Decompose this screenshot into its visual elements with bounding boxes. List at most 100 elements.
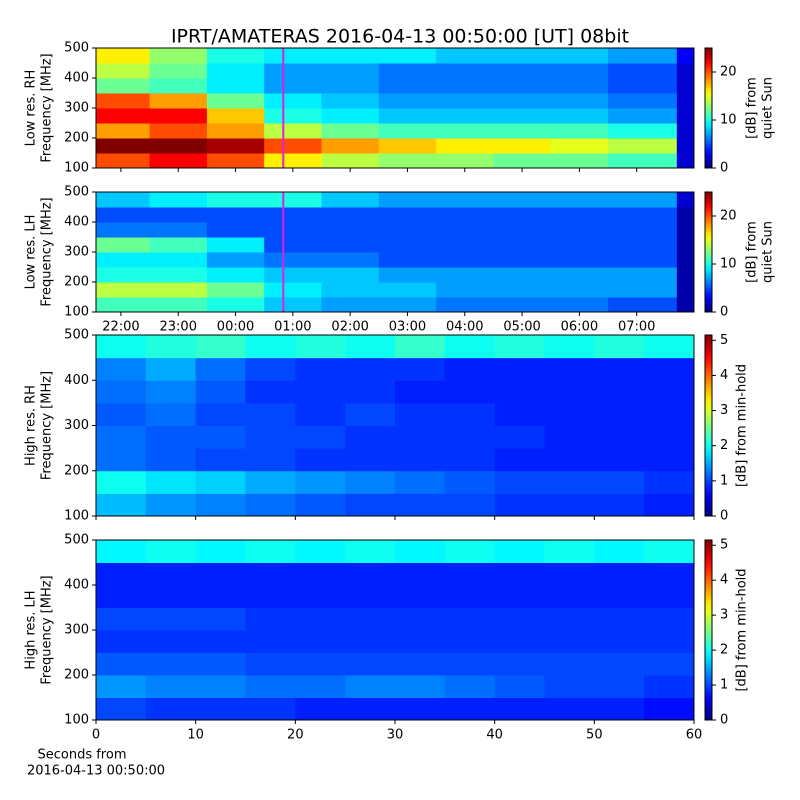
heatmap-cell: [245, 380, 296, 404]
heatmap-cell: [676, 192, 695, 208]
heatmap-cell: [96, 153, 151, 169]
colorbar-tick-label: 1: [720, 473, 728, 488]
heatmap-cell: [493, 237, 552, 253]
heatmap-cell: [395, 470, 446, 494]
heatmap-cell: [264, 93, 323, 109]
heatmap-cell: [676, 207, 695, 223]
heatmap-cell: [494, 448, 545, 472]
heatmap-cell: [149, 63, 208, 79]
heatmap-cell: [264, 297, 323, 313]
heatmap-cell: [544, 335, 595, 359]
heatmap-cell: [676, 237, 695, 253]
heatmap-cell: [145, 540, 197, 563]
heatmap-cell: [494, 697, 545, 721]
heatmap-cell: [264, 153, 323, 169]
heatmap-cell: [550, 282, 609, 298]
heatmap-cell: [644, 697, 695, 721]
heatmap-cell: [395, 630, 446, 653]
heatmap-cell: [345, 493, 396, 517]
colorbar-tick-label: 3: [720, 608, 728, 623]
heatmap-cell: [395, 675, 446, 698]
colorbar: [704, 191, 713, 313]
y-tick-label: 200: [64, 668, 89, 683]
y-tick-label: 200: [64, 275, 89, 290]
heatmap-cell: [245, 470, 296, 494]
heatmap-cell: [444, 562, 496, 586]
y-tick-label: 400: [64, 215, 89, 230]
heatmap-cell: [594, 448, 645, 472]
heatmap-cell: [444, 540, 496, 563]
heatmap-cell: [594, 607, 645, 631]
heatmap-cell: [245, 585, 296, 608]
heatmap-cell: [594, 380, 645, 404]
heatmap-cell: [145, 380, 197, 404]
heatmap-cell: [345, 380, 396, 404]
heatmap-cell: [149, 48, 208, 64]
heatmap-cell: [395, 585, 446, 608]
heatmap-cell: [206, 192, 265, 208]
heatmap-cell: [295, 425, 346, 449]
x-tick-label: 03:00: [389, 320, 426, 335]
heatmap-cell: [295, 335, 346, 359]
x-tick-label: 02:00: [331, 320, 368, 335]
heatmap-cell: [395, 607, 446, 631]
heatmap-cell: [245, 335, 296, 359]
heatmap-cell: [345, 607, 396, 631]
heatmap-cell: [96, 63, 151, 79]
heatmap-cell: [444, 630, 496, 653]
heatmap-cell: [96, 252, 151, 268]
colorbar-tick-label: 20: [720, 209, 737, 224]
y-axis-label: Frequency [MHz]: [40, 53, 55, 162]
heatmap-cell: [321, 222, 380, 238]
heatmap-cell: [206, 282, 265, 298]
heatmap-cell: [494, 585, 545, 608]
colorbar-tick-label: 20: [720, 65, 737, 80]
heatmap-cell: [195, 652, 246, 676]
heatmap-cell: [345, 562, 396, 586]
heatmap-cell: [550, 63, 609, 79]
heatmap-cell: [96, 267, 151, 283]
heatmap-cell: [264, 252, 323, 268]
heatmap-cell: [96, 282, 151, 298]
heatmap-cell: [644, 448, 695, 472]
heatmap-cell: [295, 630, 346, 653]
heatmap-cell: [96, 335, 147, 359]
heatmap-cell: [644, 380, 695, 404]
heatmap-cell: [195, 675, 246, 698]
heatmap-cell: [195, 607, 246, 631]
heatmap-cell: [195, 402, 246, 426]
heatmap-cell: [145, 607, 197, 631]
heatmap-cell: [444, 675, 496, 698]
heatmap-cell: [145, 585, 197, 608]
heatmap-cell: [345, 652, 396, 676]
heatmap-cell: [493, 207, 552, 223]
heatmap-cell: [444, 493, 496, 517]
heatmap-cell: [378, 78, 437, 94]
heatmap-cell: [436, 297, 494, 313]
heatmap-cell: [608, 48, 678, 64]
heatmap-cell: [96, 123, 151, 139]
heatmap-cell: [594, 540, 645, 563]
heatmap-cell: [378, 192, 437, 208]
y-axis-label: Low res. RH: [24, 70, 39, 147]
heatmap-cell: [544, 402, 595, 426]
heatmap-cell: [494, 675, 545, 698]
heatmap-cell: [145, 652, 197, 676]
heatmap-cell: [345, 470, 396, 494]
heatmap-cell: [96, 138, 151, 154]
colorbar-label: [dB] from min-hold: [735, 364, 750, 487]
heatmap-cell: [378, 222, 437, 238]
heatmap-cell: [676, 252, 695, 268]
colorbar-tick-label: 0: [720, 161, 728, 176]
x-tick-label: 00:00: [217, 320, 254, 335]
heatmap-cell: [494, 540, 545, 563]
heatmap-cell: [544, 357, 595, 381]
heatmap-cell: [594, 335, 645, 359]
heatmap-cell: [195, 357, 246, 381]
heatmap-cell: [345, 425, 396, 449]
heatmap-cell: [493, 267, 552, 283]
heatmap-cell: [149, 297, 208, 313]
heatmap-cell: [493, 48, 552, 64]
heatmap-cell: [550, 237, 609, 253]
